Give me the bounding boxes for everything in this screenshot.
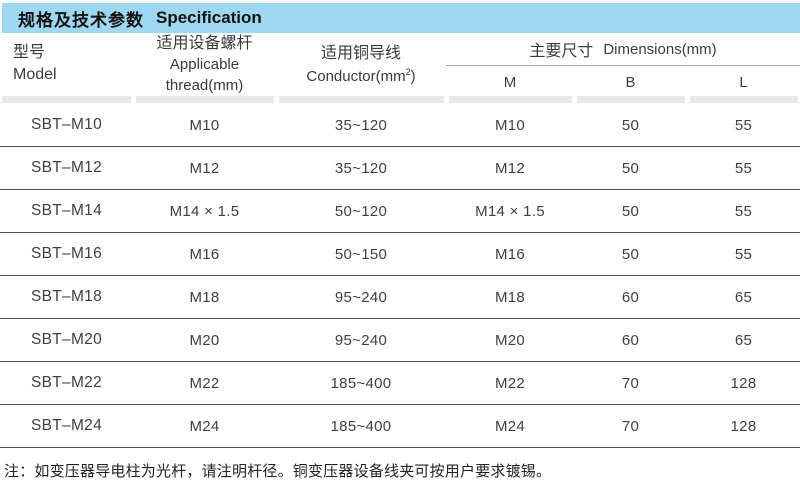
cell-thread: M10 [189,116,220,134]
cell-thread: M12 [189,159,220,177]
separator-bar [278,96,444,103]
cell-model: SBT–M16 [30,245,103,262]
table-body: SBT–M10 M10 35~120 M10 50 55 SBT–M12 M12… [0,104,800,448]
table-row: SBT–M22 M22 185~400 M22 70 128 [0,362,800,405]
cell-thread: M20 [189,331,220,349]
table-row: SBT–M16 M16 50~150 M16 50 55 [0,233,800,276]
table-row: SBT–M24 M24 185~400 M24 70 128 [0,405,800,448]
cell-dimension-l: 128 [730,417,757,435]
cell-dimension-l: 55 [734,202,753,220]
cell-dimension-l: 128 [730,374,757,392]
cell-conductor: 95~240 [334,288,388,306]
cell-dimension-m: M12 [494,159,526,177]
table-row: SBT–M12 M12 35~120 M12 50 55 [0,147,800,190]
table-row: SBT–M18 M18 95~240 M18 60 65 [0,276,800,319]
cell-thread: M22 [189,374,220,392]
column-header-conductor-zh: 适用铜导线 [320,45,401,62]
table-row: SBT–M20 M20 95~240 M20 60 65 [0,319,800,362]
cell-dimension-b: 60 [621,288,640,306]
cell-dimension-l: 55 [734,159,753,177]
column-header-conductor-en: Conductor(mm2) [306,67,416,86]
cell-thread: M14 × 1.5 [169,202,240,220]
title-bar: 规格及技术参数 Specification [2,3,800,33]
cell-model: SBT–M18 [30,288,103,305]
page-title-zh: 规格及技术参数 [18,10,144,30]
cell-dimension-b: 50 [621,202,640,220]
cell-dimension-m: M22 [494,374,526,392]
column-header-model: 型号 Model [0,33,133,96]
column-header-conductor: 适用铜导线 Conductor(mm2) [276,33,446,96]
dimensions-title: 主要尺寸 Dimensions(mm) [446,33,800,66]
cell-dimension-l: 65 [734,331,753,349]
cell-conductor: 35~120 [334,116,388,134]
cell-conductor: 185~400 [330,374,392,392]
column-header-model-zh: 型号 [13,44,46,61]
separator-bar [135,96,274,103]
subheader-b: B [625,73,636,91]
cell-dimension-l: 55 [734,245,753,263]
cell-model: SBT–M20 [30,331,103,348]
cell-dimension-m: M24 [494,417,526,435]
cell-dimension-m: M16 [494,245,526,263]
conductor-superscript: 2 [405,67,411,77]
cell-model: SBT–M10 [30,116,103,133]
footnote: 注：如变压器导电柱为光杆，请注明杆径。铜变压器设备线夹可按用户要求镀锡。 [4,463,552,480]
cell-dimension-m: M14 × 1.5 [475,202,545,220]
dimensions-title-zh: 主要尺寸 [529,43,594,60]
column-header-thread-zh: 适用设备螺杆 [156,35,253,52]
subheader-l: L [739,73,748,91]
cell-model: SBT–M24 [30,417,103,434]
cell-dimension-b: 50 [621,159,640,177]
cell-thread: M24 [189,417,220,435]
cell-dimension-b: 70 [621,417,640,435]
cell-thread: M16 [189,245,220,263]
cell-conductor: 50~120 [334,202,388,220]
subheader-m: M [503,73,517,91]
cell-dimension-l: 65 [734,288,753,306]
dimensions-subheaders: M B L [446,66,800,96]
cell-model: SBT–M22 [30,374,103,391]
table-row: SBT–M14 M14 × 1.5 50~120 M14 × 1.5 50 55 [0,190,800,233]
cell-dimension-b: 70 [621,374,640,392]
cell-dimension-m: M10 [494,116,526,134]
cell-model: SBT–M14 [30,202,103,219]
column-header-thread: 适用设备螺杆 Applicable thread(mm) [133,33,276,96]
separator-bar [689,96,798,103]
cell-dimension-m: M18 [494,288,526,306]
cell-dimension-b: 50 [621,245,640,263]
page-title-en: Specification [156,8,262,27]
column-header-thread-en1: Applicable [169,56,240,73]
cell-conductor: 185~400 [330,417,392,435]
dimensions-title-en: Dimensions(mm) [603,40,717,58]
separator-bar [576,96,685,103]
cell-dimension-l: 55 [734,116,753,134]
column-header-thread-en2: thread(mm) [165,77,244,94]
cell-dimension-m: M20 [494,331,526,349]
column-header-model-en: Model [13,66,57,83]
separator-bar [448,96,572,103]
cell-conductor: 95~240 [334,331,388,349]
table-row: SBT–M10 M10 35~120 M10 50 55 [0,104,800,147]
cell-thread: M18 [189,288,220,306]
cell-dimension-b: 60 [621,331,640,349]
column-header-dimensions: 主要尺寸 Dimensions(mm) M B L [446,33,800,96]
cell-conductor: 35~120 [334,159,388,177]
separator-bar [2,96,131,103]
cell-conductor: 50~150 [334,245,388,263]
table-header: 型号 Model 适用设备螺杆 Applicable thread(mm) 适用… [0,33,800,96]
cell-model: SBT–M12 [30,159,103,176]
cell-dimension-b: 50 [621,116,640,134]
header-separator [0,96,800,104]
